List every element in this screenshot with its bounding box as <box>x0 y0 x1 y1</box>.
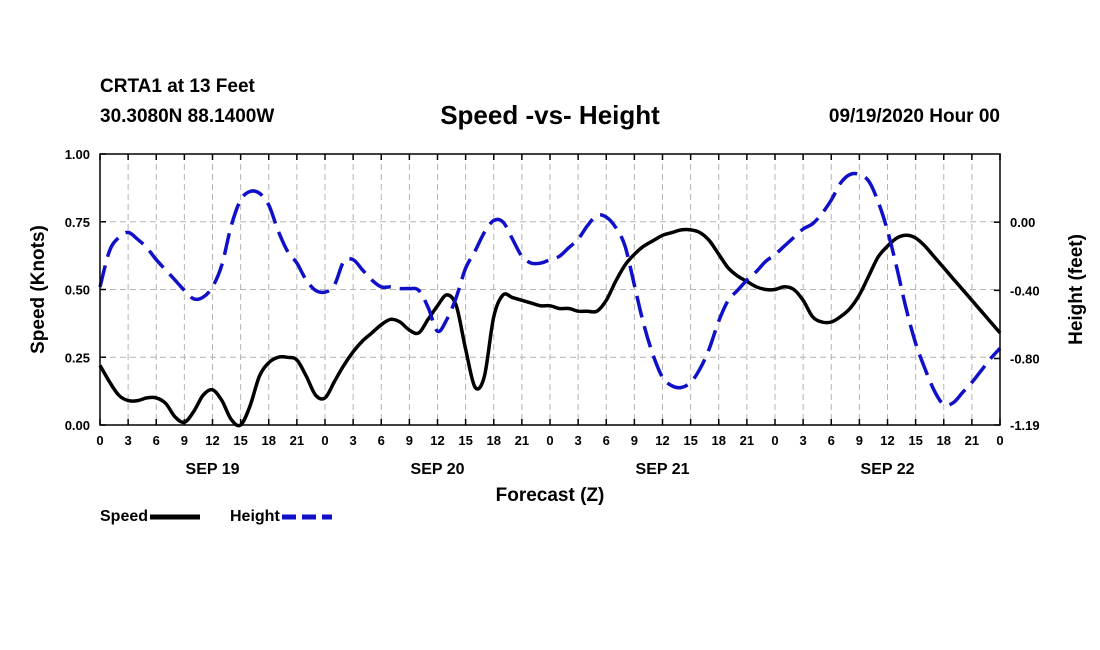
station-coordinates: 30.3080N 88.1400W <box>100 106 275 127</box>
axis-ticks: 0 3 6 9 12 15 18 21 0 3 6 9 12 15 18 21 0 3 6 9 12 15 18 21 0 3 6 9… <box>65 147 1040 478</box>
x-tick-label: 0 <box>996 433 1003 448</box>
x-tick-label: 12 <box>205 433 219 448</box>
legend-height-swatch <box>281 514 332 520</box>
legend-speed-swatch <box>150 514 201 520</box>
x-tick-label: 6 <box>378 433 385 448</box>
height-series-line <box>98 171 1002 408</box>
x-tick-label: 0 <box>771 433 778 448</box>
x-tick-label: 21 <box>515 433 529 448</box>
x-tick-label: 6 <box>603 433 610 448</box>
x-tick-label: 15 <box>908 433 922 448</box>
forecast-datetime: 09/19/2020 Hour 00 <box>828 106 1000 127</box>
legend-height-label: Height <box>230 508 280 525</box>
x-tick-label: 21 <box>965 433 979 448</box>
series-layer <box>98 171 1002 428</box>
station-name: CRTA1 at 13 Feet <box>100 76 255 97</box>
x-tick-label: 15 <box>683 433 697 448</box>
x-tick-label: 18 <box>937 433 951 448</box>
y2-tick-label: -1.19 <box>1010 418 1040 433</box>
x-tick-label: 3 <box>575 433 582 448</box>
x-tick-label: 6 <box>153 433 160 448</box>
x-tick-label: 0 <box>321 433 328 448</box>
x-tick-label: 21 <box>290 433 304 448</box>
x-tick-label: 9 <box>631 433 638 448</box>
x-tick-label: 9 <box>181 433 188 448</box>
date-label: SEP 21 <box>636 461 690 478</box>
y-axis-label: Speed (Knots) <box>28 225 49 354</box>
y2-tick-label: -0.80 <box>1010 352 1040 367</box>
x-tick-label: 0 <box>546 433 553 448</box>
grid-lines <box>100 154 1000 425</box>
legend-speed: Speed <box>100 508 201 526</box>
date-label: SEP 22 <box>861 461 915 478</box>
legend-speed-label: Speed <box>100 508 149 525</box>
x-tick-label: 12 <box>655 433 669 448</box>
chart-title: Speed -vs- Height <box>440 100 660 130</box>
y-tick-label: 0.00 <box>65 418 90 433</box>
x-tick-label: 9 <box>406 433 413 448</box>
date-label: SEP 20 <box>411 461 465 478</box>
y-tick-label: 1.00 <box>65 147 90 162</box>
y2-axis-label: Height (feet) <box>1066 234 1087 345</box>
x-tick-label: 3 <box>125 433 132 448</box>
x-tick-label: 3 <box>350 433 357 448</box>
legend-height: Height <box>230 508 332 526</box>
x-tick-label: 21 <box>740 433 754 448</box>
x-tick-label: 0 <box>96 433 103 448</box>
x-tick-label: 9 <box>856 433 863 448</box>
y2-tick-label: -0.40 <box>1010 283 1040 298</box>
x-tick-label: 12 <box>880 433 894 448</box>
x-tick-label: 18 <box>487 433 501 448</box>
y-tick-label: 0.50 <box>65 283 90 298</box>
y-tick-label: 0.75 <box>65 215 90 230</box>
speed-series-line <box>98 227 1002 428</box>
date-label: SEP 19 <box>186 461 240 478</box>
x-tick-label: 12 <box>430 433 444 448</box>
x-axis-label: Forecast (Z) <box>496 485 605 506</box>
x-tick-label: 18 <box>712 433 726 448</box>
x-tick-label: 6 <box>828 433 835 448</box>
x-tick-label: 18 <box>262 433 276 448</box>
x-tick-label: 15 <box>233 433 247 448</box>
x-tick-label: 15 <box>458 433 472 448</box>
y-tick-label: 0.25 <box>65 350 90 365</box>
x-tick-label: 3 <box>800 433 807 448</box>
y2-tick-label: 0.00 <box>1010 215 1035 230</box>
